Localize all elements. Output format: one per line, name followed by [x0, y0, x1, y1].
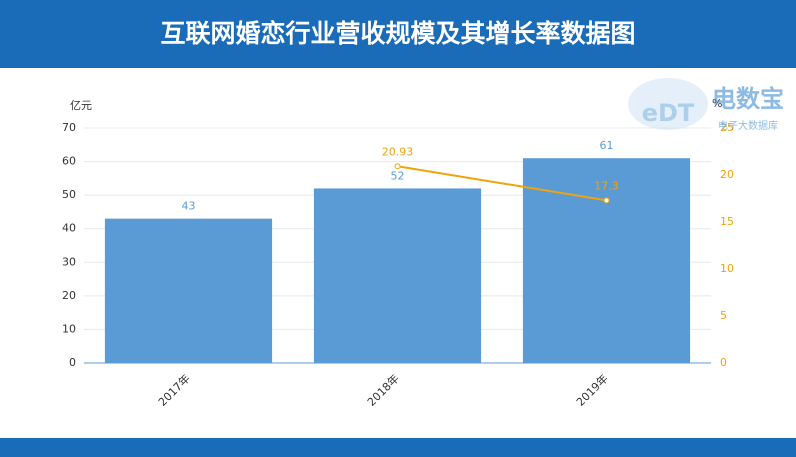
line — [397, 165, 607, 202]
value-label: 17.3 — [594, 179, 619, 192]
y2-tick-label: 5 — [720, 309, 727, 322]
line-point — [603, 197, 610, 204]
footer-band — [0, 438, 796, 457]
y2-axis-label: % — [712, 97, 722, 110]
x-tick-label: 2017年 — [155, 371, 192, 408]
y-tick-label: 30 — [62, 255, 76, 268]
y-axis-label: 亿元 — [70, 99, 92, 112]
y2-tick-label: 25 — [720, 121, 734, 134]
logo-text: eDT — [642, 99, 695, 127]
value-label: 61 — [600, 139, 614, 152]
y-tick-label: 20 — [62, 289, 76, 302]
y2-tick-label: 15 — [720, 215, 734, 228]
x-tick-label: 2019年 — [573, 371, 610, 408]
value-label: 43 — [182, 200, 196, 213]
logo-cloud — [628, 78, 708, 130]
tagline: 电子大数据库 — [718, 119, 778, 132]
bar — [522, 158, 691, 363]
y-tick-label: 60 — [62, 155, 76, 168]
y2-tick-label: 20 — [720, 168, 734, 181]
bar — [313, 188, 482, 363]
x-tick-label: 2018年 — [364, 371, 401, 408]
watermark: eDT 电数宝 电子大数据库 — [628, 78, 784, 132]
chart-title: 互联网婚恋行业营收规模及其增长率数据图 — [160, 19, 635, 48]
line-point — [394, 163, 401, 170]
bar — [104, 218, 273, 363]
value-label: 52 — [391, 169, 405, 182]
title-band — [0, 0, 796, 68]
brand: 电数宝 — [712, 85, 784, 113]
y-tick-label: 10 — [62, 322, 76, 335]
y2-tick-label: 0 — [720, 356, 727, 369]
y-tick-label: 40 — [62, 222, 76, 235]
y-tick-label: 0 — [69, 356, 76, 369]
value-label: 20.93 — [382, 145, 414, 158]
y-tick-label: 70 — [62, 121, 76, 134]
y-tick-label: 50 — [62, 188, 76, 201]
y2-tick-label: 10 — [720, 262, 734, 275]
